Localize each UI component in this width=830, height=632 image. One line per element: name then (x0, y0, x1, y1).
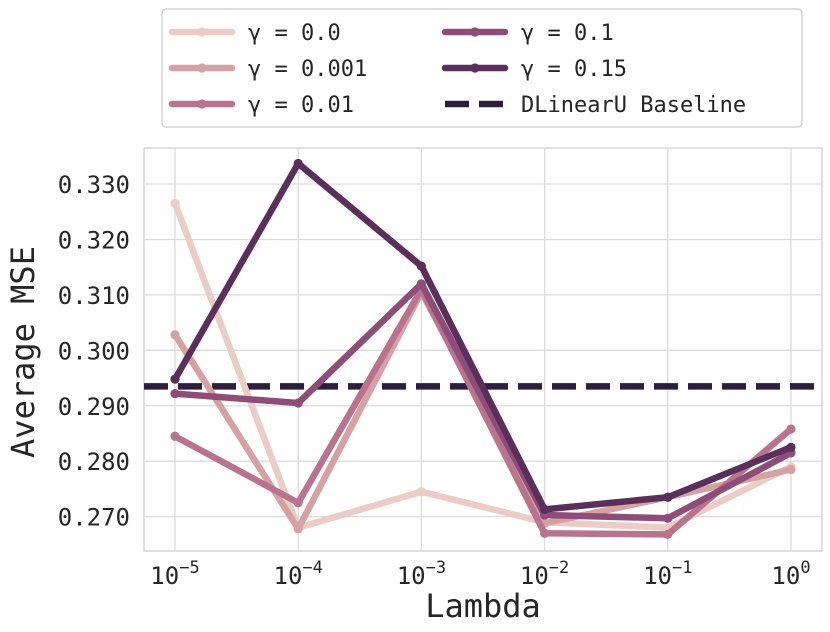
legend-marker (470, 63, 480, 73)
legend-item: γ = 0.0 (168, 21, 341, 46)
data-point (416, 261, 426, 271)
data-point (540, 528, 550, 538)
series-4 (170, 279, 796, 523)
data-point (540, 504, 550, 515)
legend-marker (197, 27, 207, 37)
data-point (663, 492, 673, 502)
legend-label: γ = 0.01 (248, 93, 354, 118)
x-axis-label: Lambda (425, 587, 541, 625)
data-point (663, 513, 673, 523)
data-point (416, 487, 426, 497)
series-layer (170, 158, 796, 539)
series-3 (170, 284, 796, 539)
legend: γ = 0.0 γ = 0.001 γ = 0.01 γ = 0.1 γ = 0.15 D… (161, 8, 803, 128)
legend-item: γ = 0.01 (168, 93, 354, 118)
x-axis-ticks: 10−5 10−4 10−3 10−2 10−1 100 (150, 558, 810, 590)
x-tick-label: 10−1 (643, 558, 692, 590)
legend-marker (197, 99, 207, 109)
data-point (293, 158, 303, 169)
y-tick-label: 0.330 (58, 171, 130, 199)
series-line (171, 286, 795, 538)
data-point (170, 374, 180, 384)
y-tick-label: 0.290 (58, 393, 130, 421)
x-tick-label: 10−5 (150, 558, 199, 590)
data-point (293, 498, 303, 508)
data-point (663, 529, 673, 539)
legend-item: γ = 0.15 (441, 57, 627, 82)
y-axis-ticks: 0.270 0.280 0.290 0.300 0.310 0.320 0.330 (58, 171, 130, 532)
series-line (171, 160, 795, 513)
legend-item: DLinearU Baseline (445, 93, 746, 118)
legend-item: γ = 0.001 (168, 57, 367, 82)
y-tick-label: 0.270 (58, 504, 130, 532)
legend-label: DLinearU Baseline (521, 93, 746, 118)
legend-label: γ = 0.1 (521, 21, 614, 46)
y-tick-label: 0.280 (58, 448, 130, 476)
x-tick-label: 10−2 (520, 558, 569, 590)
x-tick-label: 10−4 (274, 558, 323, 590)
x-tick-label: 10−3 (397, 558, 446, 590)
y-tick-label: 0.320 (58, 226, 130, 254)
y-tick-label: 0.300 (58, 337, 130, 365)
legend-label: γ = 0.15 (521, 57, 627, 82)
data-point (786, 464, 796, 475)
legend-item: γ = 0.1 (441, 21, 614, 46)
series-line (171, 280, 795, 522)
x-tick-label: 100 (771, 558, 810, 590)
data-point (786, 442, 796, 452)
y-axis-label: Average MSE (4, 246, 42, 458)
legend-label: γ = 0.0 (248, 21, 341, 46)
data-point (786, 424, 796, 434)
data-point (416, 279, 426, 289)
data-point (170, 198, 180, 209)
legend-marker (197, 63, 207, 73)
data-point (170, 330, 180, 340)
data-point (170, 388, 180, 399)
y-tick-label: 0.310 (58, 282, 130, 310)
data-point (293, 398, 303, 408)
data-point (170, 431, 180, 441)
data-point (293, 524, 303, 534)
series-5 (170, 158, 796, 515)
legend-label: γ = 0.001 (248, 57, 367, 82)
legend-marker (470, 27, 480, 37)
